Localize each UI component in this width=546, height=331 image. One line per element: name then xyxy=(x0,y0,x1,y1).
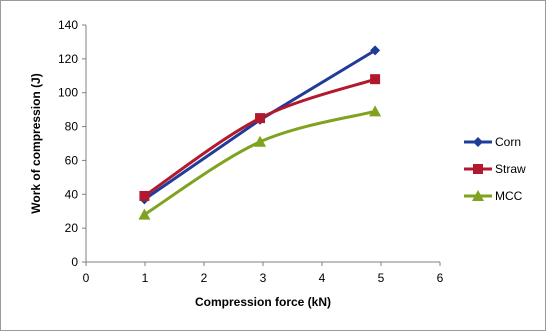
legend-label-corn: Corn xyxy=(495,135,521,149)
x-tick-label: 0 xyxy=(83,271,90,285)
data-point-mcc xyxy=(254,135,267,147)
legend-label-straw: Straw xyxy=(495,162,526,176)
x-tick-label: 2 xyxy=(201,271,208,285)
y-tick-label: 20 xyxy=(65,221,79,235)
data-point-straw xyxy=(255,113,266,124)
axes: 0 20 40 60 80 100 120 140 0 1 2 3 4 5 6 Compression for… xyxy=(29,18,444,309)
legend-marker-corn xyxy=(473,137,483,147)
y-tick-label: 140 xyxy=(58,18,78,32)
x-tick-label: 4 xyxy=(319,271,326,285)
data-point-mcc xyxy=(138,208,151,220)
series-line-mcc xyxy=(142,109,377,217)
legend-marker-straw xyxy=(473,164,483,174)
y-tick-label: 0 xyxy=(71,255,78,269)
x-tick-label: 1 xyxy=(142,271,149,285)
series-layer xyxy=(138,45,382,220)
y-tick-label: 40 xyxy=(65,187,79,201)
data-point-straw xyxy=(370,74,381,85)
y-tick-label: 60 xyxy=(65,153,79,167)
y-tick-label: 80 xyxy=(65,120,79,134)
series-line-corn xyxy=(142,48,377,201)
data-point-mcc xyxy=(369,105,382,117)
x-axis-title: Compression force (kN) xyxy=(195,295,331,309)
x-tick-label: 3 xyxy=(260,271,267,285)
y-tick-label: 100 xyxy=(58,86,78,100)
y-tick-label: 120 xyxy=(58,52,78,66)
data-point-straw xyxy=(139,190,150,201)
legend-label-mcc: MCC xyxy=(495,189,523,203)
legend: Corn Straw MCC xyxy=(464,135,526,203)
x-tick-label: 6 xyxy=(437,271,444,285)
legend-marker-mcc xyxy=(472,190,484,201)
y-axis-title: Work of compression (J) xyxy=(29,73,43,213)
x-tick-label: 5 xyxy=(378,271,385,285)
data-point-corn xyxy=(370,45,381,56)
